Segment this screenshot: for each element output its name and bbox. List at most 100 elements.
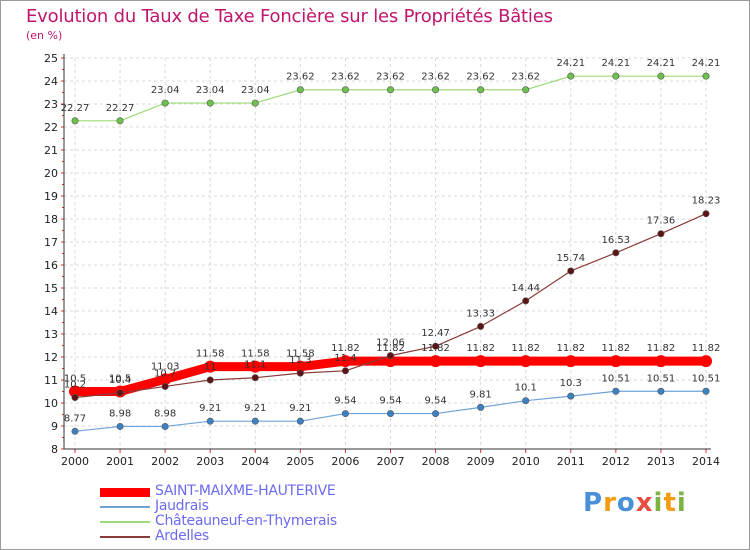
data-point xyxy=(702,72,710,80)
data-label: 10.4 xyxy=(109,375,131,386)
data-point xyxy=(657,230,665,238)
y-tick-label: 24 xyxy=(44,75,58,88)
data-label: 24.21 xyxy=(647,58,676,69)
data-point xyxy=(564,355,577,368)
y-tick-label: 18 xyxy=(44,213,58,226)
data-point xyxy=(341,86,349,94)
data-point xyxy=(294,360,307,373)
data-label: 11.82 xyxy=(602,343,631,354)
data-label: 8.98 xyxy=(109,408,131,419)
x-tick-label: 2014 xyxy=(692,455,720,468)
data-point xyxy=(341,410,349,418)
data-label: 10.5 xyxy=(109,374,131,385)
data-label: 8.77 xyxy=(64,413,86,424)
data-label: 8.98 xyxy=(154,408,176,419)
data-label: 24.21 xyxy=(556,58,585,69)
data-point xyxy=(567,267,575,275)
x-tick-label: 2000 xyxy=(61,455,89,468)
data-label: 10.51 xyxy=(692,373,721,384)
data-point xyxy=(702,387,710,395)
data-label: 23.62 xyxy=(511,72,540,83)
logo-letter: t xyxy=(663,488,677,518)
data-label: 11.03 xyxy=(151,361,180,372)
data-point xyxy=(296,369,304,377)
data-point xyxy=(432,342,440,350)
legend-label: Ardelles xyxy=(155,528,209,544)
data-label: 11.82 xyxy=(647,343,676,354)
data-label: 9.81 xyxy=(470,389,492,400)
data-point xyxy=(296,86,304,94)
x-tick-label: 2013 xyxy=(647,455,675,468)
data-point xyxy=(71,117,79,125)
data-point xyxy=(251,374,259,382)
y-tick-label: 11 xyxy=(44,374,58,387)
data-label: 23.62 xyxy=(466,72,495,83)
data-point xyxy=(204,360,217,373)
data-point xyxy=(159,373,172,386)
x-tick-label: 2004 xyxy=(241,455,269,468)
data-point xyxy=(251,99,259,107)
data-label: 18.23 xyxy=(692,196,721,207)
data-point xyxy=(116,422,124,430)
logo-letter: i xyxy=(653,488,664,518)
legend-label: SAINT-MAIXME-HAUTERIVE xyxy=(155,483,336,499)
unit-label: (en %) xyxy=(26,29,63,42)
data-label: 11.82 xyxy=(376,343,405,354)
data-label: 22.27 xyxy=(61,103,90,114)
x-tick-label: 2011 xyxy=(557,455,585,468)
y-tick-label: 10 xyxy=(44,397,58,410)
y-tick-label: 9 xyxy=(51,420,58,433)
data-label: 11.58 xyxy=(196,349,225,360)
data-label: 9.54 xyxy=(334,396,356,407)
data-point xyxy=(429,355,442,368)
y-tick-label: 8 xyxy=(51,443,58,456)
x-tick-label: 2005 xyxy=(286,455,314,468)
y-tick-label: 22 xyxy=(44,121,58,134)
data-label: 13.33 xyxy=(466,308,495,319)
data-point xyxy=(161,422,169,430)
data-label: 11.82 xyxy=(511,343,540,354)
y-tick-label: 19 xyxy=(44,190,58,203)
x-tick-label: 2007 xyxy=(377,455,405,468)
data-point xyxy=(522,86,530,94)
data-point xyxy=(702,210,710,218)
data-point xyxy=(657,387,665,395)
data-label: 23.62 xyxy=(421,72,450,83)
data-label: 11.4 xyxy=(334,353,356,364)
data-point xyxy=(654,355,667,368)
chart-title: Evolution du Taux de Taxe Foncière sur l… xyxy=(26,6,553,27)
x-tick-label: 2012 xyxy=(602,455,630,468)
data-point xyxy=(477,403,485,411)
data-point xyxy=(477,86,485,94)
data-point xyxy=(206,417,214,425)
data-point xyxy=(567,72,575,80)
data-point xyxy=(206,376,214,384)
y-tick-label: 21 xyxy=(44,144,58,157)
data-label: 11.3 xyxy=(289,355,311,366)
x-tick-label: 2001 xyxy=(106,455,134,468)
data-point xyxy=(249,360,262,373)
data-label: 12.47 xyxy=(421,328,450,339)
logo-letter: r xyxy=(603,488,617,518)
legend-swatch xyxy=(100,521,150,523)
y-tick-label: 17 xyxy=(44,236,58,249)
y-tick-label: 12 xyxy=(44,351,58,364)
data-label: 11.82 xyxy=(692,343,721,354)
data-label: 10.3 xyxy=(560,378,582,389)
y-tick-label: 20 xyxy=(44,167,58,180)
data-point xyxy=(71,393,79,401)
data-label: 23.04 xyxy=(241,85,270,96)
data-point xyxy=(612,249,620,257)
data-point xyxy=(116,389,124,397)
logo-letter: o xyxy=(616,488,636,518)
data-label: 10.7 xyxy=(154,368,176,379)
y-tick-label: 14 xyxy=(44,305,58,318)
data-label: 11.58 xyxy=(286,349,315,360)
data-label: 14.44 xyxy=(511,283,540,294)
data-label: 9.21 xyxy=(244,403,266,414)
data-label: 10.2 xyxy=(64,379,86,390)
legend-label: Châteauneuf-en-Thymerais xyxy=(155,513,337,529)
